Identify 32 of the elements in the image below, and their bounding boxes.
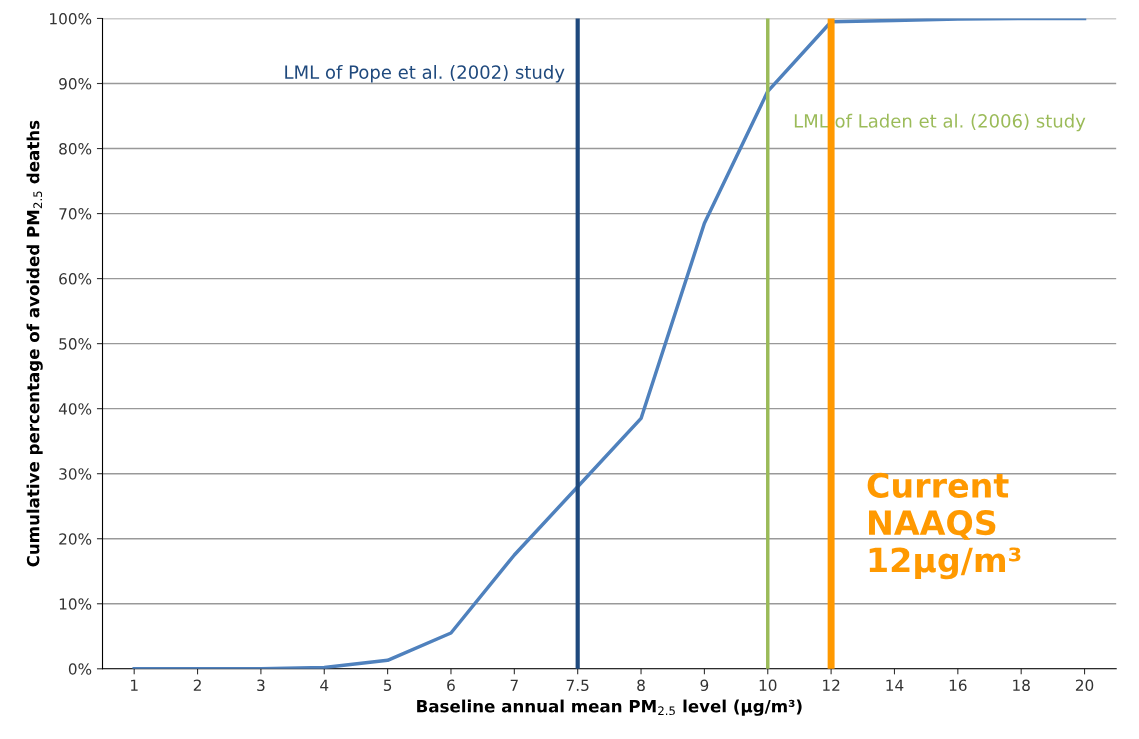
y-tick-label: 30%: [59, 468, 92, 480]
y-tick-label: 90%: [59, 77, 92, 90]
line-series: [132, 18, 1087, 669]
x-tick-label: 12: [823, 679, 840, 691]
y-tick-label: 70%: [59, 208, 92, 220]
x-tick-label: 14: [886, 679, 904, 691]
x-tick-label: 20: [1075, 679, 1094, 692]
x-tick-label: 1: [131, 679, 138, 691]
y-tick-label: 80%: [59, 143, 92, 155]
x-tick-label: 7.5: [566, 679, 589, 692]
ref-line-label: LML of Pope et al. (2002) study: [285, 65, 565, 83]
x-tick-label: 10: [759, 679, 777, 692]
x-tick-label: 6: [447, 679, 455, 692]
y-tick-label: 20%: [59, 533, 92, 545]
x-tick-label: 3: [257, 679, 265, 692]
x-axis-title: Baseline annual mean PM$_{2.5}$ level (µg/m³): [417, 699, 802, 716]
y-tick-label: 50%: [59, 338, 92, 350]
x-tick-label: 9: [700, 679, 709, 692]
y-tick-label: 100%: [50, 12, 92, 25]
y-axis-title: Cumulative percentage of avoided PM$_{2.5}$ deaths: [26, 120, 43, 567]
x-tick-label: 16: [949, 679, 967, 692]
y-tick-label: 40%: [58, 403, 92, 415]
x-tick-label: 18: [1013, 679, 1030, 692]
y-tick-label: 10%: [59, 598, 92, 610]
ref-line-label: Current NAAQS 12µg/m³: [867, 472, 1021, 580]
x-tick-label: 5: [383, 679, 392, 692]
y-tick-label: 0%: [68, 663, 92, 675]
x-tick-label: 2: [193, 679, 201, 691]
y-tick-label: 60%: [59, 273, 92, 285]
x-tick-label: 7: [510, 679, 518, 691]
x-tick-label: 4: [320, 679, 329, 691]
x-tick-label: 8: [637, 679, 645, 692]
